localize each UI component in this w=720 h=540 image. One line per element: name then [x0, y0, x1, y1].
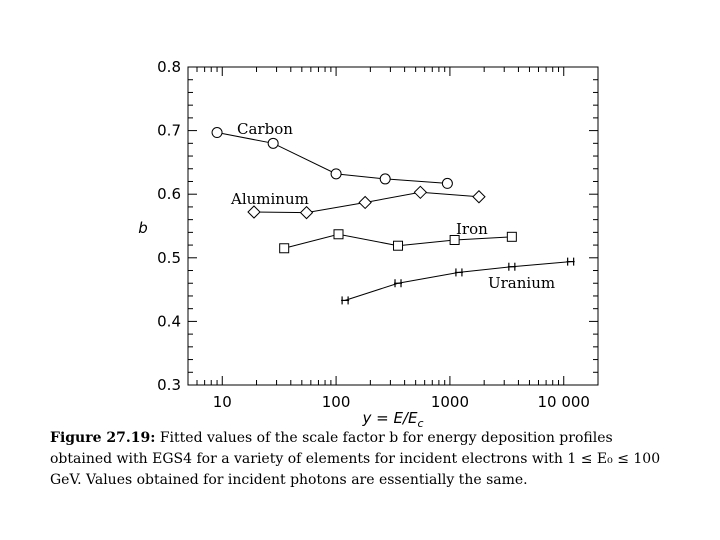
data-point-uranium — [566, 257, 575, 266]
data-point-uranium — [341, 296, 350, 305]
caption-text: Fitted values of the scale factor b for … — [50, 430, 661, 488]
data-point-carbon — [441, 177, 453, 189]
y-tick-label: 0.7 — [157, 122, 181, 140]
series-labels: Carbon Aluminum Iron Uranium — [230, 120, 555, 292]
data-point-uranium — [394, 279, 403, 288]
chart: 10 100 1000 10 000 0.3 0.4 0.5 0.6 0.7 0.8 Carbon… — [138, 58, 599, 430]
data-point-iron — [506, 231, 517, 242]
series-label-uranium: Uranium — [488, 274, 555, 292]
x-tick-label: 10 — [213, 393, 232, 411]
data-point-uranium — [454, 268, 463, 277]
axis-ticks — [187, 66, 599, 386]
series-label-iron: Iron — [456, 220, 488, 238]
figure-caption: Figure 27.19: Fitted values of the scale… — [50, 428, 675, 491]
data-point-carbon — [267, 137, 279, 149]
data-point-aluminum — [358, 195, 372, 210]
x-axis-label: y = E/Ec — [361, 409, 423, 430]
series-label-aluminum: Aluminum — [230, 190, 309, 208]
y-tick-label: 0.4 — [157, 312, 181, 330]
data-point-aluminum — [413, 185, 428, 199]
data-point-iron — [333, 229, 344, 240]
tick-labels: 10 100 1000 10 000 0.3 0.4 0.5 0.6 0.7 0.8 — [157, 58, 590, 411]
y-tick-label: 0.5 — [157, 249, 181, 267]
data-point-iron — [393, 240, 404, 251]
data-point-iron — [449, 234, 460, 245]
data-point-aluminum — [299, 205, 314, 220]
data-point-carbon — [379, 173, 391, 185]
plot-border — [187, 66, 599, 386]
y-tick-label: 0.3 — [157, 376, 181, 394]
caption-figure-id: Figure 27.19: — [50, 430, 156, 446]
y-axis-label: b — [138, 219, 148, 237]
plot-frame — [187, 66, 599, 386]
series-markers — [211, 127, 575, 305]
data-point-uranium — [507, 262, 516, 271]
x-tick-label: 1000 — [431, 393, 469, 411]
y-tick-label: 0.6 — [157, 185, 181, 203]
data-point-aluminum — [472, 190, 486, 204]
data-point-carbon — [330, 168, 342, 180]
data-point-iron — [279, 243, 290, 254]
series-label-carbon: Carbon — [237, 120, 293, 138]
y-tick-label: 0.8 — [157, 58, 181, 76]
x-tick-label: 10 000 — [537, 393, 590, 411]
data-point-aluminum — [247, 205, 261, 219]
data-point-carbon — [211, 127, 223, 139]
x-tick-label: 100 — [322, 393, 351, 411]
